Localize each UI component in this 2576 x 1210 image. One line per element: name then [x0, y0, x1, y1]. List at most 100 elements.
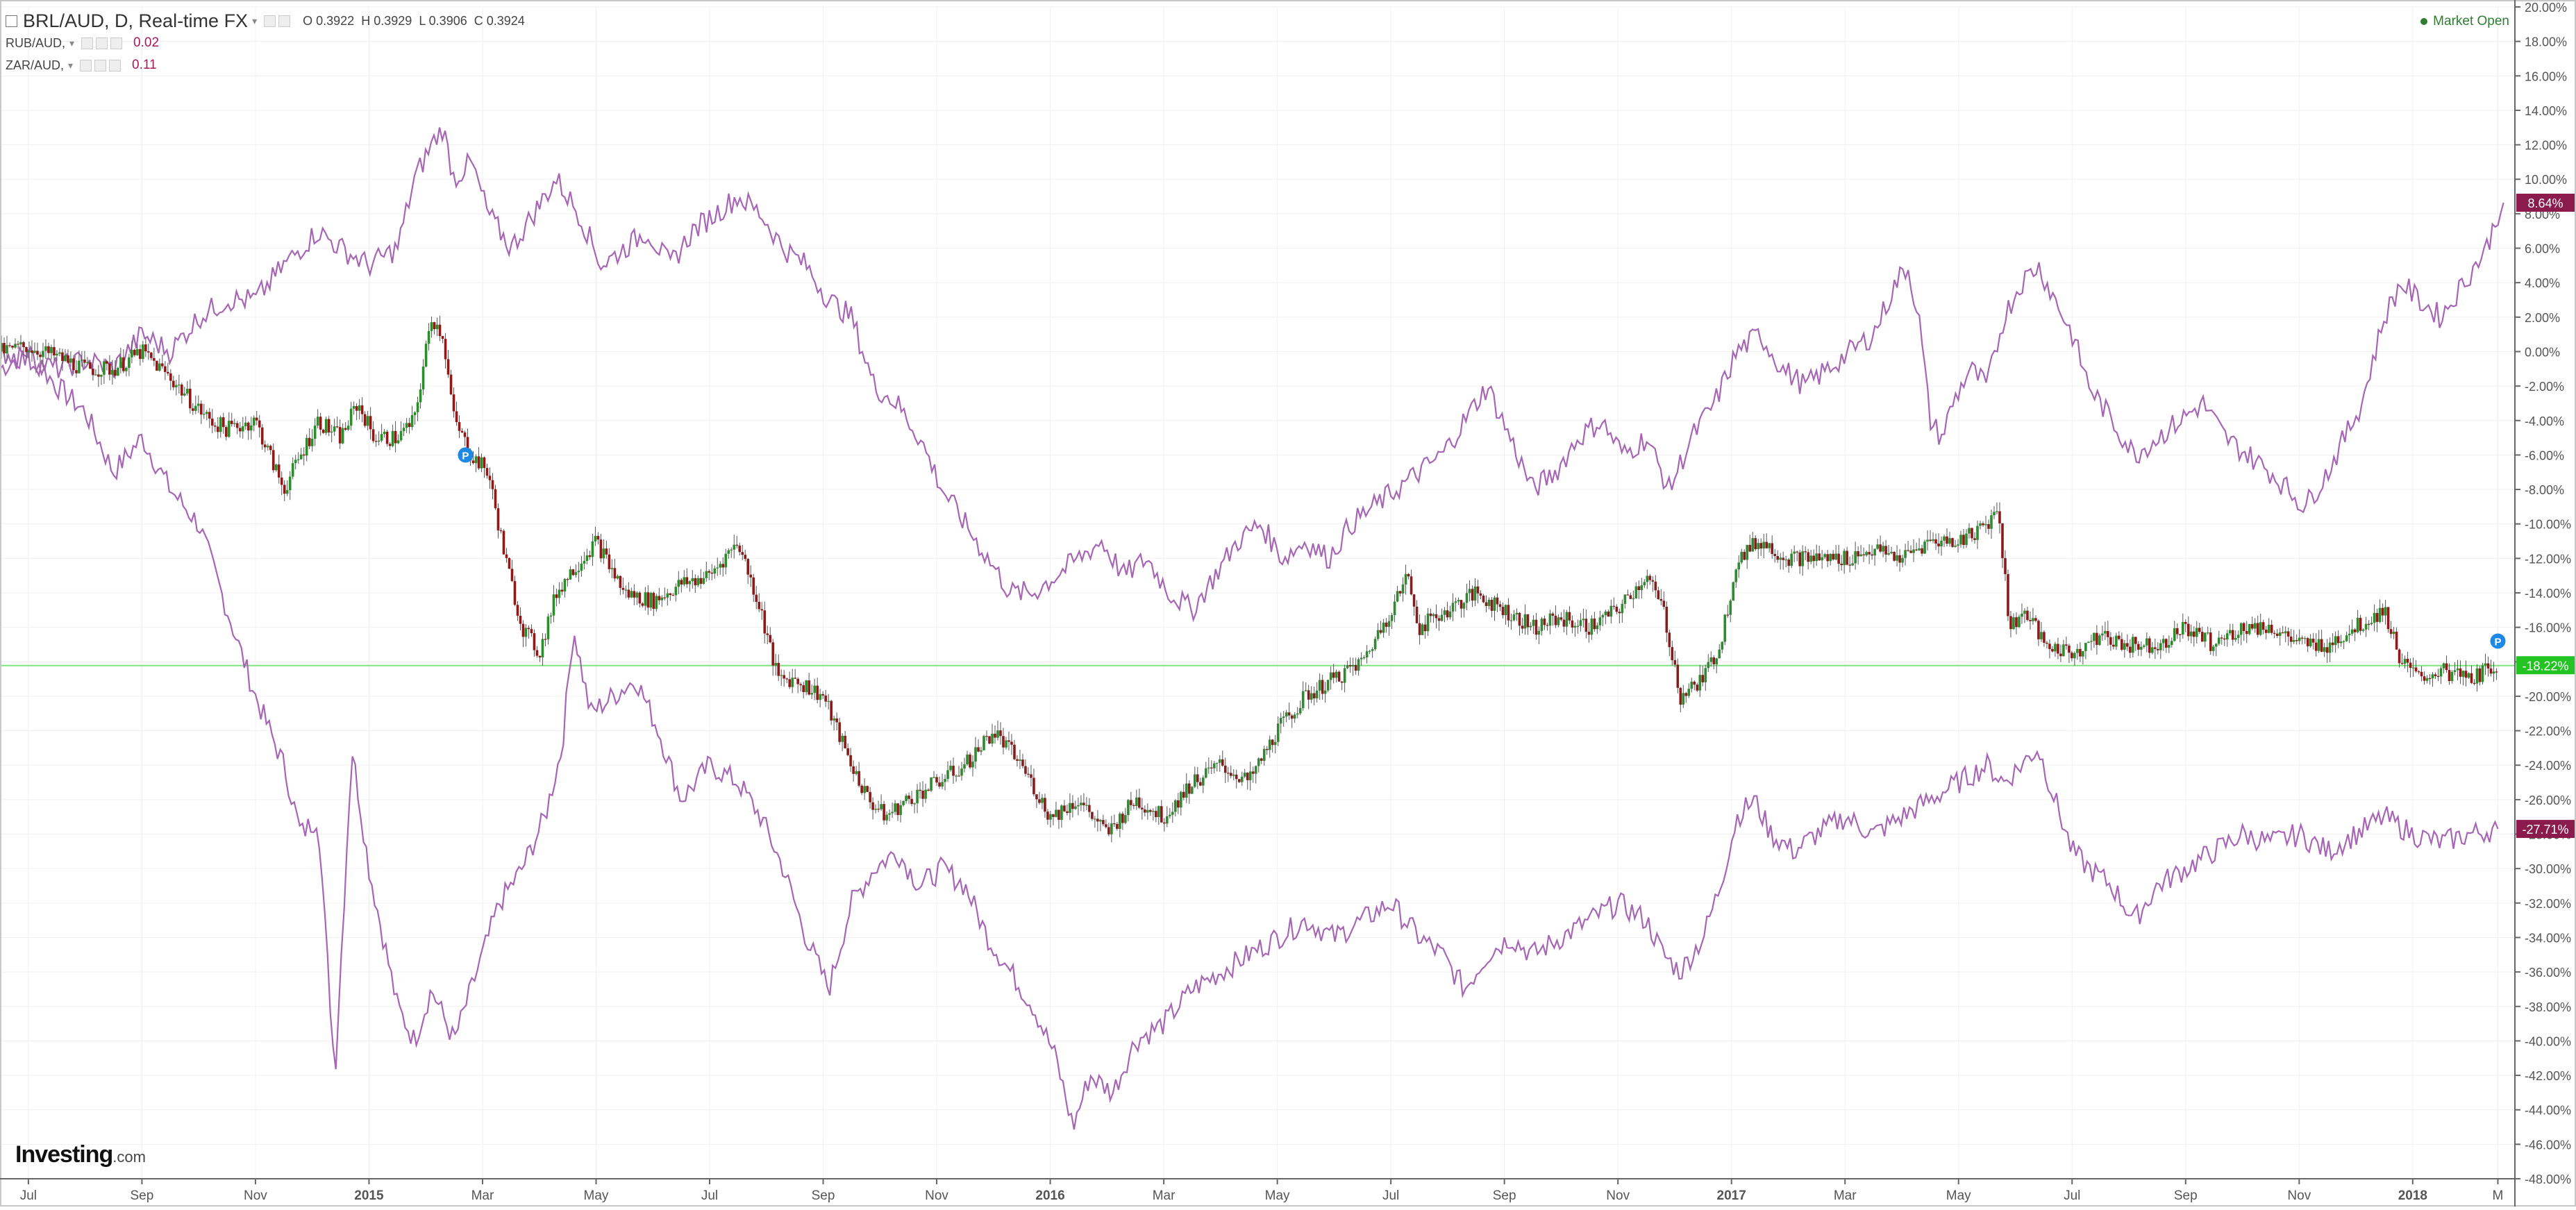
candle-body	[14, 344, 17, 348]
candle-body	[1094, 818, 1096, 820]
candle-body	[1385, 622, 1388, 627]
candle	[1246, 772, 1249, 790]
candle	[316, 409, 319, 428]
candle	[1221, 750, 1224, 767]
close-icon[interactable]	[109, 59, 122, 72]
candle-body	[435, 324, 439, 330]
candle-body	[235, 423, 239, 428]
candle	[2406, 652, 2409, 673]
candle-body	[480, 457, 483, 469]
value-badge-label: -27.71%	[2522, 823, 2568, 837]
candle-body	[83, 359, 86, 363]
candle	[1149, 808, 1152, 816]
x-tick-label: May	[1265, 1188, 1290, 1203]
candle-body	[183, 393, 186, 396]
collapse-icon[interactable]	[6, 15, 17, 27]
candle	[1155, 806, 1157, 823]
y-tick-label: -44.00%	[2525, 1104, 2571, 1118]
candle-body	[1310, 693, 1313, 700]
candle-body	[2306, 638, 2309, 646]
candle-body	[53, 346, 56, 355]
candle	[108, 355, 111, 380]
candle	[738, 542, 742, 556]
candle	[2239, 622, 2243, 646]
settings-icon[interactable]	[81, 37, 94, 49]
candle	[1576, 619, 1580, 634]
candle-body	[1796, 551, 1798, 553]
candle-body	[488, 476, 492, 480]
compare-symbol-label[interactable]: ZAR/AUD,	[6, 58, 65, 72]
candle	[1968, 523, 1971, 539]
candle-body	[260, 427, 264, 445]
candle-body	[1926, 539, 1929, 542]
candle-body	[158, 363, 161, 371]
candle	[394, 421, 397, 453]
candle	[2098, 633, 2101, 646]
candle-body	[1146, 809, 1149, 813]
candle-body	[2009, 616, 2012, 630]
candle-body	[327, 419, 331, 432]
candle-body	[1298, 707, 1302, 714]
candle	[1957, 539, 1959, 553]
y-tick-label: -34.00%	[2525, 931, 2571, 945]
candle-body	[982, 736, 985, 750]
candle	[663, 587, 667, 600]
candle-body	[2034, 618, 2037, 621]
candle-body	[1626, 594, 1630, 596]
candle	[708, 569, 711, 580]
candle-body	[477, 456, 480, 469]
candle	[1127, 798, 1130, 822]
candle-body	[305, 437, 308, 456]
candle-body	[308, 437, 311, 446]
close-icon[interactable]	[110, 37, 123, 49]
candle-body	[1144, 809, 1146, 813]
chevron-down-icon[interactable]: ▾	[68, 59, 74, 71]
candle-body	[930, 777, 932, 791]
candle-body	[2079, 648, 2082, 657]
candle	[2165, 638, 2168, 653]
candle	[1343, 664, 1346, 693]
candle-body	[408, 423, 411, 428]
candle	[1804, 546, 1807, 561]
candle-body	[216, 426, 219, 432]
candle	[2225, 630, 2229, 647]
chevron-down-icon[interactable]: ▾	[69, 37, 75, 49]
candle-body	[899, 805, 902, 816]
candle-body	[688, 581, 692, 585]
candle-body	[175, 385, 178, 387]
candle-body	[824, 695, 827, 702]
candle-body	[1235, 774, 1238, 780]
candle	[244, 416, 247, 430]
candle-body	[666, 593, 669, 598]
candle-body	[133, 349, 136, 355]
symbol-title[interactable]: BRL/AUD, D, Real-time FX	[23, 10, 249, 31]
candle	[158, 358, 161, 372]
candle-body	[2046, 642, 2048, 644]
candle-body	[744, 555, 747, 560]
candle	[1546, 623, 1549, 631]
settings-icon[interactable]	[264, 15, 276, 27]
candle-body	[1793, 551, 1796, 554]
chevron-down-icon[interactable]: ▾	[252, 15, 258, 26]
candle-body	[25, 347, 28, 353]
hide-icon[interactable]	[94, 59, 107, 72]
hide-icon[interactable]	[96, 37, 108, 49]
candle-body	[1971, 528, 1973, 539]
candle	[946, 761, 949, 782]
value-badge-label: -18.22%	[2522, 659, 2568, 673]
settings-icon[interactable]	[80, 59, 92, 72]
candle	[125, 367, 128, 376]
candle	[1013, 739, 1016, 761]
candle-body	[1696, 684, 1699, 691]
candle-body	[153, 358, 156, 361]
candle-body	[1873, 548, 1876, 556]
candle-body	[2250, 624, 2254, 629]
candle	[1144, 805, 1146, 817]
candle	[633, 584, 636, 605]
candle	[1146, 803, 1149, 820]
hide-icon[interactable]	[278, 15, 291, 27]
candle	[1460, 599, 1463, 618]
compare-symbol-label[interactable]: RUB/AUD,	[6, 35, 66, 50]
